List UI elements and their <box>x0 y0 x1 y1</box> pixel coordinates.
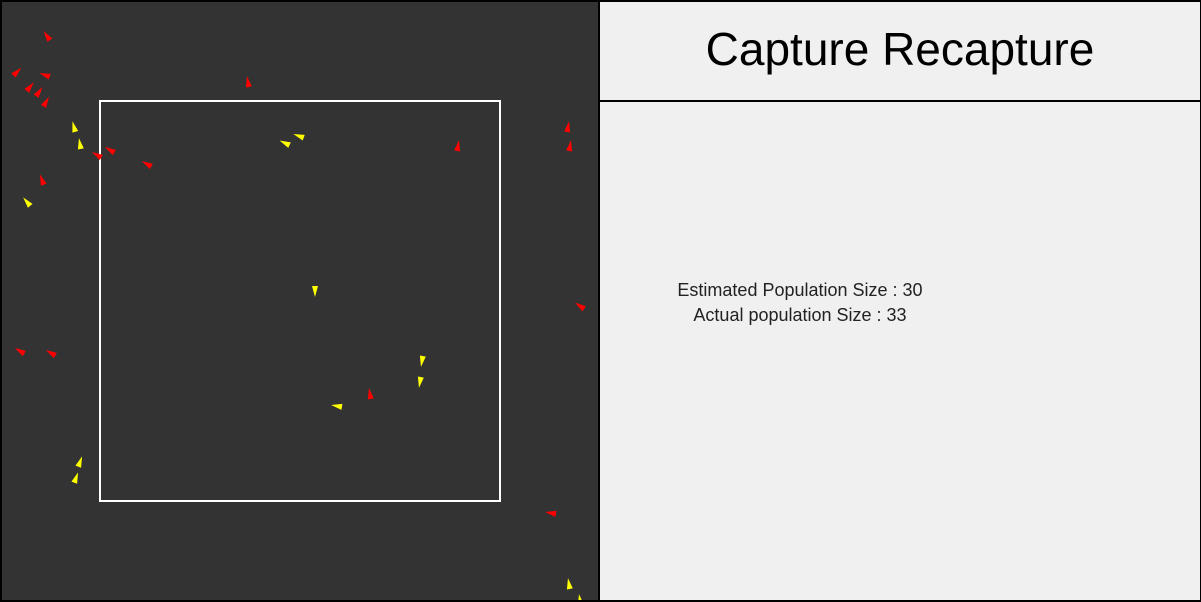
uncaptured-agent-icon <box>545 510 557 517</box>
uncaptured-agent-icon <box>367 388 374 400</box>
title-bar: Capture Recapture <box>600 2 1200 102</box>
uncaptured-agent-icon <box>575 302 586 312</box>
marked-agent-icon <box>566 578 573 590</box>
uncaptured-agent-icon <box>24 82 34 93</box>
uncaptured-agent-icon <box>141 161 153 170</box>
population-stats: Estimated Population Size : 30 Actual po… <box>600 278 1000 328</box>
marked-agent-icon <box>577 594 584 600</box>
uncaptured-agent-icon <box>91 152 103 161</box>
uncaptured-agent-icon <box>564 121 571 133</box>
marked-agent-icon <box>293 133 305 141</box>
uncaptured-agent-icon <box>11 67 22 78</box>
marked-agent-icon <box>312 286 318 297</box>
marked-agent-icon <box>23 197 33 208</box>
marked-agent-icon <box>331 403 343 410</box>
capture-area-box <box>99 100 501 502</box>
simulation-svg <box>11 31 586 600</box>
marked-agent-icon <box>72 121 79 133</box>
uncaptured-agent-icon <box>45 350 57 359</box>
info-panel: Capture Recapture Estimated Population S… <box>598 0 1201 602</box>
uncaptured-agent-icon <box>43 31 53 42</box>
uncaptured-agent-icon <box>40 96 49 108</box>
uncaptured-agent-icon <box>39 174 47 186</box>
marked-agent-icon <box>75 456 83 468</box>
marked-agent-icon <box>71 472 79 484</box>
marked-agent-icon <box>419 355 426 367</box>
uncaptured-agent-icon <box>14 348 26 357</box>
marked-agent-icon <box>77 138 84 150</box>
estimated-population-label: Estimated Population Size : 30 <box>677 280 923 300</box>
marked-agent-icon <box>279 140 291 148</box>
actual-population-label: Actual population Size : 33 <box>693 305 907 325</box>
uncaptured-agent-icon <box>104 147 116 156</box>
uncaptured-agent-icon <box>566 140 573 152</box>
uncaptured-agent-icon <box>33 87 43 98</box>
uncaptured-agent-icon <box>39 72 51 80</box>
uncaptured-agent-icon <box>454 140 461 152</box>
simulation-canvas[interactable] <box>0 0 602 602</box>
page-title: Capture Recapture <box>705 23 1095 75</box>
population-agents <box>11 31 586 600</box>
uncaptured-agent-icon <box>245 76 252 88</box>
marked-agent-icon <box>417 376 424 388</box>
